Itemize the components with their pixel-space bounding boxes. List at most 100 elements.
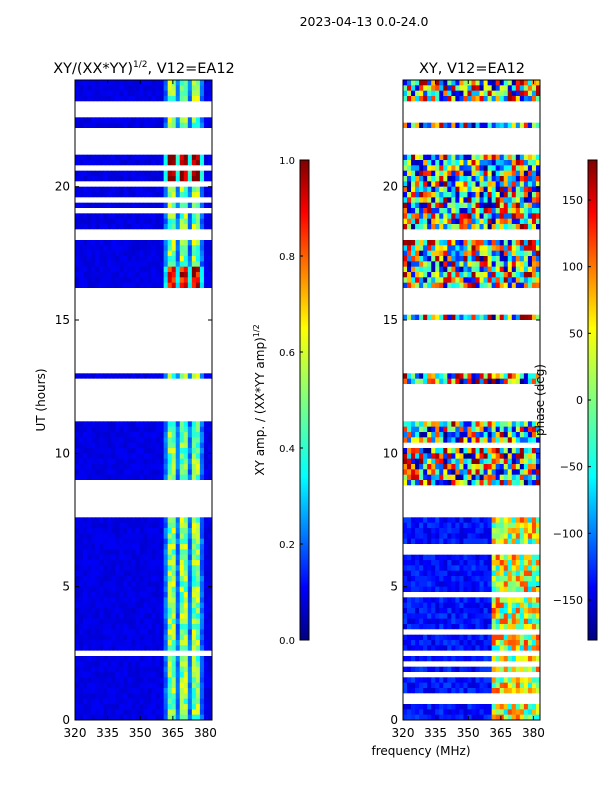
phase-heatmap-cell [527, 149, 533, 156]
phase-heatmap-cell [507, 96, 513, 102]
phase-heatmap-cell [415, 176, 420, 182]
amplitude-heatmap-cell [183, 149, 189, 156]
amplitude-heatmap-cell [183, 272, 189, 278]
amplitude-heatmap-cell [199, 602, 205, 609]
phase-heatmap-cell [427, 165, 432, 172]
amplitude-heatmap-cell [119, 80, 124, 86]
amplitude-heatmap-cell [123, 352, 128, 358]
amplitude-heatmap-cell [151, 656, 156, 662]
amplitude-heatmap-cell [159, 565, 165, 572]
amplitude-heatmap-cell [131, 250, 136, 257]
amplitude-heatmap-cell [191, 250, 197, 257]
amplitude-heatmap-cell [199, 480, 205, 486]
amplitude-heatmap-cell [127, 485, 132, 492]
amplitude-heatmap-cell [115, 346, 120, 353]
amplitude-heatmap-cell [111, 362, 116, 369]
amplitude-heatmap-cell [195, 352, 201, 358]
phase-heatmap-cell [511, 90, 517, 97]
amplitude-heatmap-cell [179, 218, 185, 225]
amplitude-heatmap-cell [163, 224, 169, 230]
amplitude-heatmap-cell [183, 565, 189, 572]
amplitude-heatmap-cell [135, 389, 140, 396]
amplitude-heatmap-cell [207, 224, 213, 230]
amplitude-heatmap-cell [115, 192, 120, 198]
phase-heatmap-cell [483, 176, 489, 182]
amplitude-heatmap-cell [195, 314, 201, 321]
amplitude-heatmap-cell [159, 112, 165, 118]
amplitude-heatmap-cell [107, 341, 112, 348]
amplitude-heatmap-cell [151, 400, 156, 406]
amplitude-heatmap-cell [199, 336, 205, 342]
amplitude-heatmap-cell [95, 458, 100, 465]
amplitude-heatmap-cell [159, 592, 165, 598]
phase-heatmap-cell [459, 170, 464, 177]
amplitude-heatmap-cell [83, 240, 88, 246]
phase-heatmap-cell [455, 186, 460, 193]
amplitude-heatmap-cell [143, 581, 148, 588]
amplitude-heatmap-cell [183, 160, 189, 166]
amplitude-heatmap-cell [119, 560, 124, 566]
amplitude-heatmap-cell [119, 682, 124, 689]
amplitude-heatmap-cell [203, 496, 209, 502]
phase-heatmap-cell [435, 170, 440, 177]
amplitude-heatmap-cell [103, 90, 108, 97]
amplitude-heatmap-cell [127, 320, 132, 326]
amplitude-heatmap-cell [127, 538, 132, 545]
amplitude-heatmap-cell [143, 533, 148, 540]
amplitude-heatmap-cell [163, 554, 169, 561]
amplitude-heatmap-cell [163, 298, 169, 305]
amplitude-heatmap-cell [91, 368, 96, 374]
amplitude-heatmap-cell [99, 560, 104, 566]
amplitude-heatmap-cell [87, 234, 92, 241]
amplitude-heatmap-cell [155, 485, 161, 492]
amplitude-heatmap-cell [179, 186, 185, 193]
amplitude-heatmap-cell [151, 634, 156, 641]
phase-heatmap-cell [411, 85, 416, 92]
amplitude-heatmap-cell [123, 154, 128, 161]
amplitude-heatmap-cell [83, 256, 88, 262]
amplitude-heatmap-cell [175, 186, 181, 193]
amplitude-heatmap-cell [183, 101, 189, 108]
amplitude-heatmap-cell [99, 90, 104, 97]
amplitude-heatmap-cell [191, 485, 197, 492]
phase-heatmap-cell [459, 96, 464, 102]
phase-heatmap-cell [531, 80, 537, 86]
amplitude-heatmap-cell [95, 485, 100, 492]
phase-heatmap-cell [503, 154, 509, 161]
amplitude-heatmap-cell [111, 698, 116, 705]
amplitude-heatmap-cell [171, 506, 177, 513]
amplitude-heatmap-cell [167, 192, 173, 198]
amplitude-heatmap-cell [183, 384, 189, 390]
amplitude-heatmap-cell [155, 149, 161, 156]
amplitude-heatmap-cell [171, 426, 177, 433]
amplitude-heatmap-cell [139, 336, 144, 342]
phase-heatmap-cell [427, 117, 432, 124]
amplitude-heatmap-cell [131, 394, 136, 401]
amplitude-heatmap-cell [199, 464, 205, 470]
phase-heatmap-cell [407, 208, 412, 214]
amplitude-heatmap-cell [135, 197, 140, 204]
amplitude-heatmap-cell [87, 336, 92, 342]
phase-heatmap-cell [403, 176, 408, 182]
amplitude-heatmap-cell [103, 586, 108, 593]
amplitude-heatmap-cell [147, 448, 152, 454]
amplitude-heatmap-cell [87, 85, 92, 92]
amplitude-heatmap-cell [183, 698, 189, 705]
phase-heatmap-cell [467, 181, 472, 188]
amplitude-heatmap-cell [187, 293, 193, 300]
phase-heatmap-cell [503, 90, 509, 97]
amplitude-heatmap-cell [147, 149, 152, 156]
amplitude-heatmap-cell [95, 186, 100, 193]
amplitude-heatmap-cell [107, 688, 112, 694]
phase-heatmap-cell [419, 208, 424, 214]
phase-heatmap-cell [523, 128, 529, 134]
amplitude-heatmap-cell [171, 261, 177, 268]
amplitude-heatmap-cell [119, 544, 124, 550]
amplitude-heatmap-cell [119, 485, 124, 492]
amplitude-heatmap-cell [99, 144, 104, 150]
amplitude-heatmap-cell [155, 250, 161, 257]
amplitude-heatmap-cell [123, 576, 128, 582]
phase-heatmap-cell [455, 165, 460, 172]
amplitude-heatmap-cell [163, 325, 169, 332]
phase-heatmap-cell [519, 96, 525, 102]
